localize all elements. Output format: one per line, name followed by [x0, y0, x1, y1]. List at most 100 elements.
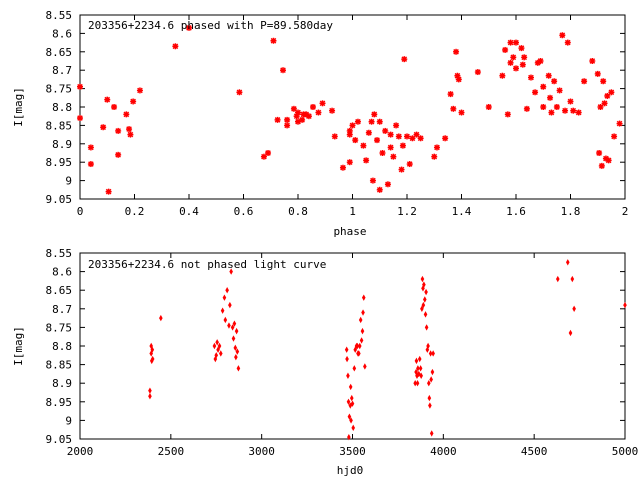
- unphased-plot-data-point: [427, 394, 432, 402]
- unphased-plot-data-point: [231, 335, 236, 342]
- unphased-plot-data-point: [420, 275, 425, 283]
- phased-plot-data-point: [273, 116, 282, 124]
- phased-plot-data-point: [381, 127, 389, 135]
- phased-plot-y-tick-label: 8.6: [52, 27, 72, 40]
- unphased-plot-data-point: [212, 342, 217, 350]
- unphased-plot-data-point: [148, 393, 152, 400]
- phased-plot-x-tick-label: 1.6: [506, 205, 526, 218]
- phased-plot-data-point: [279, 66, 287, 74]
- unphased-plot-data-point: [345, 355, 349, 363]
- phased-plot-data-point: [294, 108, 302, 117]
- unphased-plot-data-point: [418, 365, 423, 372]
- phased-plot-x-tick-label: 1: [349, 205, 356, 218]
- phased-plot-data-point: [122, 110, 131, 119]
- unphased-plot-data-point: [349, 394, 354, 402]
- phased-plot-data-point: [599, 77, 607, 85]
- phased-plot-data-point: [546, 94, 554, 102]
- unphased-plot-data-point: [360, 327, 365, 335]
- unphased-plot-data-point: [424, 324, 429, 331]
- unphased-plot-x-tick-label: 2000: [67, 445, 94, 458]
- phased-plot-points: [76, 24, 624, 196]
- phased-plot-x-tick-label: 0.6: [234, 205, 254, 218]
- phased-plot-data-point: [384, 180, 392, 189]
- phased-plot-data-point: [99, 123, 107, 131]
- phased-plot-data-point: [600, 99, 609, 108]
- unphased-plot-data-point: [565, 259, 570, 266]
- unphased-plot-data-point: [159, 314, 163, 322]
- unphased-plot-data-point: [417, 355, 422, 363]
- unphased-plot-x-tick-label: 3500: [339, 445, 366, 458]
- unphased-plot-y-label: I[mag]: [12, 326, 25, 366]
- phased-plot-data-point: [580, 77, 588, 85]
- phased-plot-data-point: [114, 127, 122, 135]
- unphased-plot-data-point: [572, 305, 576, 312]
- phased-plot-data-point: [594, 70, 602, 78]
- unphased-plot-data-point: [220, 307, 225, 314]
- unphased-plot-data-point: [148, 387, 152, 394]
- phased-plot-x-tick-label: 0: [77, 205, 84, 218]
- phased-plot-y-tick-label: 8.8: [52, 101, 72, 114]
- phased-plot-data-point: [512, 38, 520, 47]
- phased-plot-data-point: [574, 108, 583, 117]
- unphased-plot-data-point: [429, 430, 434, 437]
- unphased-plot-y-tick-label: 8.95: [46, 396, 73, 409]
- unphased-plot-data-point: [417, 370, 421, 378]
- phased-plot-data-point: [129, 97, 137, 106]
- phased-plot-x-tick-label: 0.8: [288, 205, 308, 218]
- phased-plot-data-point: [392, 121, 400, 130]
- unphased-plot-data-point: [150, 346, 155, 353]
- unphased-plot-data-point: [235, 348, 240, 355]
- unphased-plot-data-point: [218, 350, 223, 357]
- phased-plot-data-point: [555, 86, 564, 95]
- unphased-plot-data-point: [357, 350, 361, 357]
- phased-plot-data-point: [114, 151, 122, 159]
- phased-plot-data-point: [485, 103, 493, 111]
- phased-plot-data-point: [553, 103, 561, 111]
- unphased-plot-data-point: [422, 281, 426, 288]
- unphased-plot-data-point: [358, 316, 363, 324]
- phased-plot-data-point: [544, 71, 553, 80]
- phased-plot-data-point: [103, 95, 111, 104]
- phased-plot-data-point: [87, 143, 95, 152]
- phased-plot-data-point: [607, 88, 616, 97]
- phased-plot-y-tick-label: 8.65: [46, 46, 73, 59]
- phased-plot-data-point: [474, 68, 482, 76]
- phased-plot-data-point: [539, 83, 547, 91]
- phased-plot-data-point: [283, 116, 291, 124]
- phased-plot-data-point: [376, 117, 384, 126]
- phased-plot-data-point: [348, 121, 357, 130]
- phased-plot-data-point: [558, 31, 567, 39]
- phased-plot-data-point: [564, 38, 572, 47]
- unphased-plot-y-tick-label: 8.8: [52, 340, 72, 353]
- phased-plot-data-point: [452, 48, 460, 56]
- unphased-plot-data-point: [431, 350, 435, 357]
- unphased-plot-data-point: [228, 301, 232, 309]
- unphased-plot-data-point: [215, 339, 219, 346]
- phased-plot-data-point: [370, 110, 379, 119]
- unphased-plot-data-point: [419, 372, 423, 379]
- phased-plot-data-point: [433, 143, 441, 152]
- unphased-plot-data-point: [423, 296, 427, 303]
- phased-plot-data-point: [595, 149, 603, 157]
- phased-plot-data-point: [395, 132, 403, 141]
- unphased-plot-x-tick-label: 3000: [248, 445, 275, 458]
- unphased-plot-data-point: [350, 400, 355, 407]
- unphased-plot-data-point: [346, 372, 350, 379]
- phased-plot-data-point: [339, 163, 347, 172]
- phased-plot-y-tick-label: 8.75: [46, 83, 73, 96]
- unphased-plot-data-point: [349, 417, 353, 424]
- phased-plot-data-point: [346, 158, 354, 166]
- unphased-plot-points: [148, 259, 627, 441]
- phased-plot-data-point: [346, 130, 354, 139]
- phased-plot-y-tick-label: 8.55: [46, 9, 73, 22]
- unphased-plot-data-point: [227, 322, 231, 329]
- unphased-plot-data-point: [234, 327, 239, 335]
- unphased-plot-data-point: [623, 301, 627, 309]
- phased-plot-data-point: [376, 186, 384, 194]
- phased-plot-data-point: [76, 83, 84, 91]
- phased-plot-data-point: [126, 130, 135, 139]
- phased-plot-data-point: [539, 103, 547, 111]
- unphased-plot-data-point: [424, 288, 428, 296]
- unphased-plot-y-tick-label: 8.65: [46, 284, 73, 297]
- unphased-plot-data-point: [216, 346, 220, 353]
